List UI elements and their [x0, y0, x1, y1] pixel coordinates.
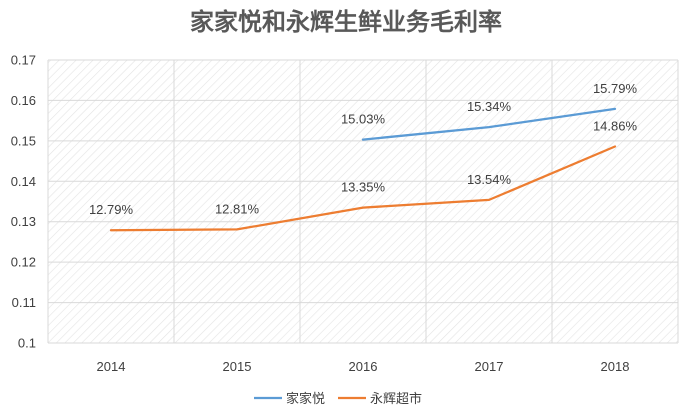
y-tick-label: 0.14: [11, 174, 36, 189]
y-tick-label: 0.17: [11, 53, 36, 68]
data-label: 12.81%: [215, 201, 260, 216]
y-tick-label: 0.11: [12, 295, 36, 310]
data-label: 13.54%: [467, 172, 512, 187]
x-tick-label: 2018: [601, 359, 630, 374]
chart-title: 家家悦和永辉生鲜业务毛利率: [190, 8, 502, 36]
data-label: 15.03%: [341, 112, 386, 127]
legend-label: 家家悦: [286, 391, 325, 407]
x-tick-label: 2016: [349, 359, 378, 374]
data-label: 13.35%: [341, 180, 386, 195]
x-tick-label: 2015: [223, 359, 252, 374]
data-label: 14.86%: [593, 119, 638, 134]
gridlines: [47, 59, 679, 344]
y-tick-label: 0.12: [11, 255, 36, 270]
y-tick-label: 0.1: [18, 336, 36, 351]
series-line-1: [361, 107, 617, 141]
data-labels: 15.03% 15.34% 15.79% 12.79% 12.81% 13.35% 13.5…: [89, 81, 638, 217]
plot-area: [48, 60, 678, 343]
data-label: 15.34%: [467, 99, 512, 114]
x-tick-label: 2014: [97, 359, 126, 374]
data-label: 12.79%: [89, 202, 134, 217]
legend-label: 永辉超市: [370, 391, 422, 407]
series-lines: [109, 107, 617, 232]
y-tick-label: 0.13: [11, 214, 36, 229]
x-tick-label: 2017: [475, 359, 504, 374]
x-axis: 2014 2015 2016 2017 2018: [97, 359, 630, 374]
legend: 家家悦 永辉超市: [254, 391, 422, 407]
y-axis: 0.1 0.11 0.12 0.13 0.14 0.15 0.16 0.17: [11, 53, 36, 351]
series-line-2: [109, 145, 617, 232]
y-tick-label: 0.16: [11, 93, 36, 108]
data-label: 15.79%: [593, 81, 638, 96]
y-tick-label: 0.15: [11, 133, 36, 148]
